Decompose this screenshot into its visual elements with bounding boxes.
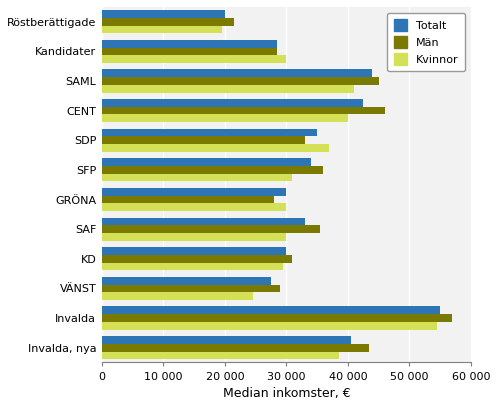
Bar bbox=[102, 85, 354, 92]
Bar bbox=[102, 136, 305, 144]
Bar bbox=[102, 107, 385, 114]
Bar bbox=[102, 204, 286, 211]
Bar bbox=[102, 48, 277, 55]
Bar bbox=[102, 263, 283, 270]
Bar bbox=[102, 99, 363, 107]
Bar bbox=[102, 277, 271, 284]
Bar bbox=[102, 40, 277, 48]
Bar bbox=[102, 26, 222, 33]
Bar bbox=[102, 158, 311, 166]
Bar bbox=[102, 247, 286, 255]
Bar bbox=[102, 174, 293, 182]
Bar bbox=[102, 144, 330, 152]
Bar bbox=[102, 336, 351, 344]
Bar bbox=[102, 188, 286, 196]
Bar bbox=[102, 218, 305, 225]
Bar bbox=[102, 18, 234, 26]
Bar bbox=[102, 322, 437, 330]
Bar bbox=[102, 255, 293, 263]
Bar bbox=[102, 77, 379, 85]
Bar bbox=[102, 284, 280, 292]
Bar bbox=[102, 292, 252, 300]
Bar bbox=[102, 129, 317, 136]
Bar bbox=[102, 306, 440, 314]
Bar bbox=[102, 114, 348, 122]
Bar bbox=[102, 225, 320, 233]
Bar bbox=[102, 344, 369, 352]
Bar bbox=[102, 196, 274, 204]
Bar bbox=[102, 352, 338, 359]
Bar bbox=[102, 314, 452, 322]
Legend: Totalt, Män, Kvinnor: Totalt, Män, Kvinnor bbox=[387, 13, 465, 71]
Bar bbox=[102, 233, 286, 241]
Bar bbox=[102, 70, 372, 77]
X-axis label: Median inkomster, €: Median inkomster, € bbox=[223, 387, 350, 400]
Bar bbox=[102, 55, 286, 63]
Bar bbox=[102, 166, 323, 174]
Bar bbox=[102, 10, 225, 18]
